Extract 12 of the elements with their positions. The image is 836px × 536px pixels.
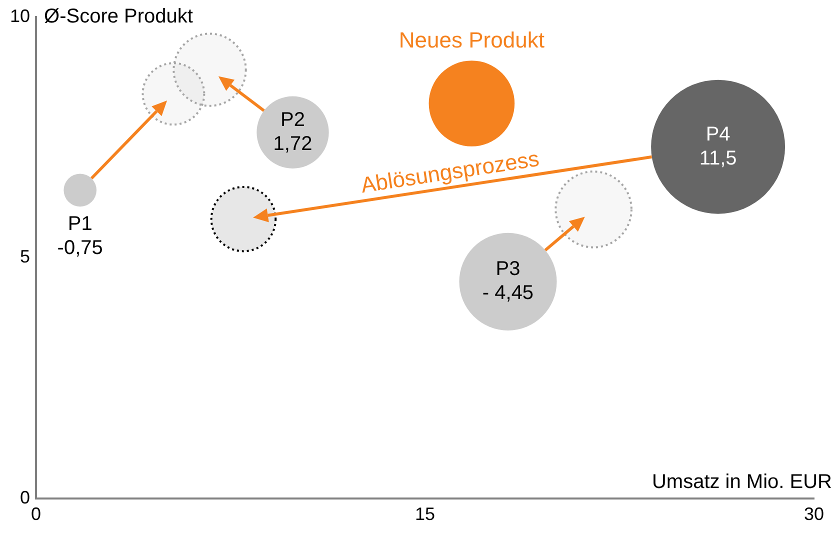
data-label: P2 1,72 <box>273 108 312 155</box>
x-tick-label: 15 <box>414 504 436 524</box>
y-tick-label: 5 <box>20 246 30 267</box>
data-label: P4 11,5 <box>699 123 737 170</box>
x-tick-label: 30 <box>804 504 824 524</box>
y-tick-label: 0 <box>20 487 30 508</box>
y-axis-title: Ø-Score Produkt <box>44 5 194 28</box>
data-label: P1 -0,75 <box>57 213 103 260</box>
data-label: P3 - 4,45 <box>482 258 534 304</box>
y-tick-label: 10 <box>10 6 30 26</box>
series-label: Neues Produkt <box>398 28 544 53</box>
x-axis-title: Umsatz in Mio. EUR <box>652 470 832 493</box>
